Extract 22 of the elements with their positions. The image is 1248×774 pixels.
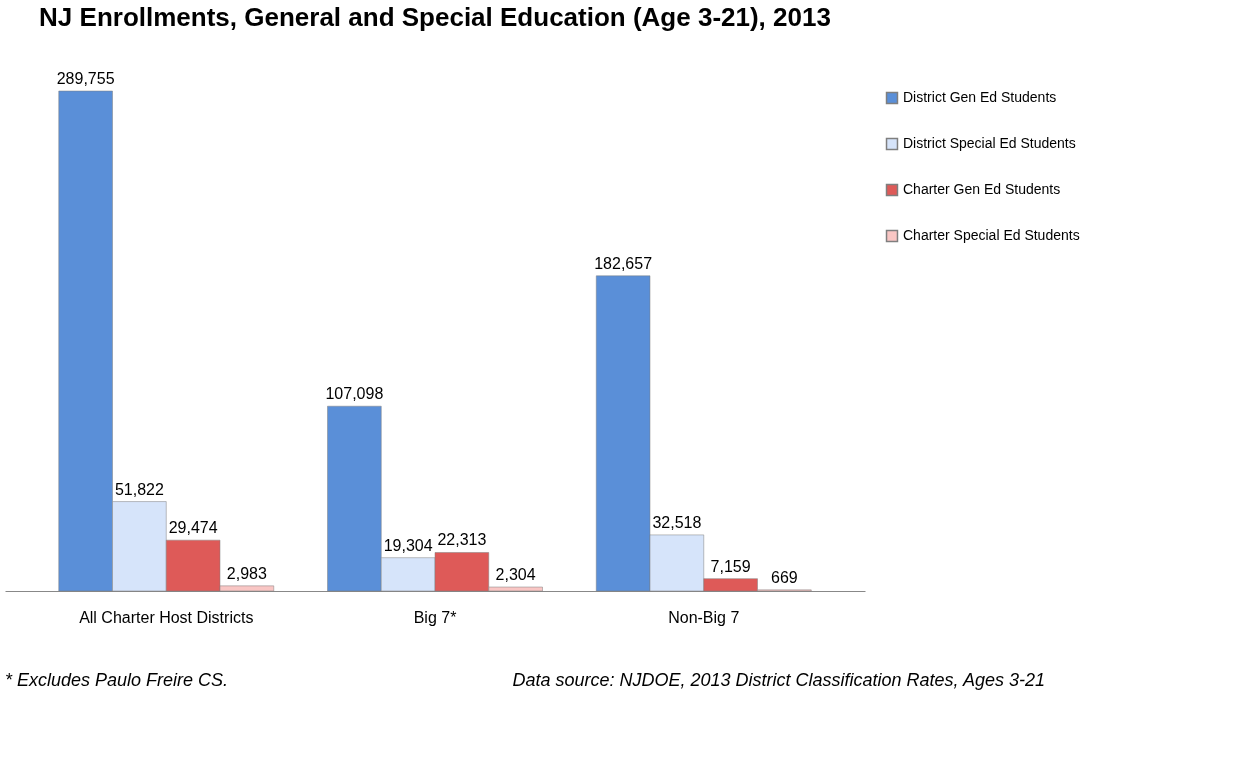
data-label: 51,822 — [114, 480, 164, 498]
legend-label: District Gen Ed Students — [903, 89, 1057, 105]
chart-title: NJ Enrollments, General and Special Education (Age 3-21), 2013 — [39, 2, 831, 32]
text: * Excludes Paulo Freire CS. — [5, 670, 229, 690]
legend-label: Charter Gen Ed Students — [903, 181, 1061, 197]
legend-label: Charter Special Ed Students — [903, 227, 1080, 243]
data-label: 7,159 — [710, 557, 751, 575]
data-label: 669 — [771, 568, 798, 586]
data-label: 107,098 — [325, 385, 384, 403]
legend-label: District Special Ed Students — [903, 135, 1076, 151]
source-note: Data source: NJDOE, 2013 District Classification Rates, Ages 3-21 — [512, 670, 1045, 690]
data-label: 29,474 — [168, 519, 218, 537]
x-tick-label: All Charter Host Districts — [79, 608, 254, 626]
data-label: 19,304 — [383, 536, 433, 554]
x-tick-label: Non-Big 7 — [668, 608, 740, 626]
data-label: 289,755 — [56, 70, 115, 87]
x-tick-label: Big 7* — [413, 608, 457, 626]
data-label: 32,518 — [652, 513, 702, 531]
data-label: 2,304 — [495, 566, 536, 584]
data-label: 2,983 — [226, 564, 267, 582]
data-label: 22,313 — [437, 531, 487, 549]
data-label: 182,657 — [594, 254, 653, 272]
